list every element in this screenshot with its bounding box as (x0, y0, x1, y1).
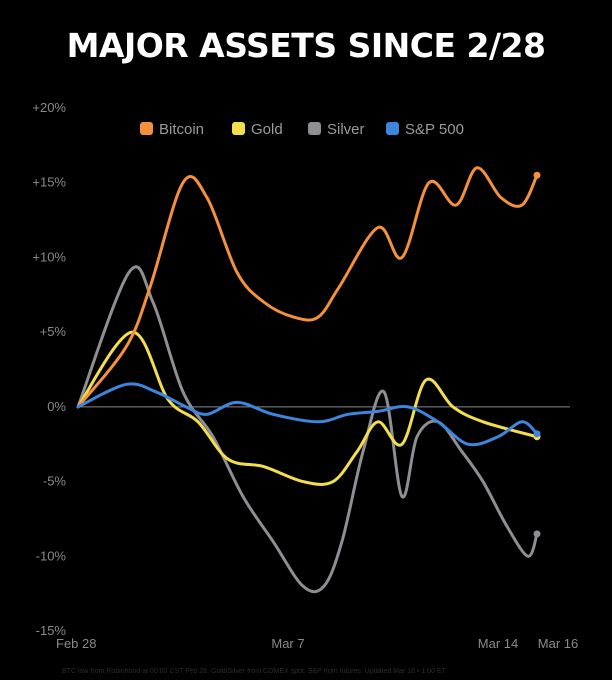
x-axis: Feb 28 Mar 7 Mar 14 Mar 16 (56, 636, 578, 651)
y-tick-label: +15% (32, 175, 66, 190)
legend-label: Gold (251, 121, 283, 138)
series-line-silver (76, 265, 539, 594)
legend-label: Silver (327, 121, 365, 138)
x-tick-label: Mar 7 (271, 636, 304, 651)
x-tick-label: Mar 14 (478, 636, 518, 651)
legend-label: Bitcoin (159, 121, 204, 138)
footnote: BTC low from Robinhood at 00:00 CST Feb … (62, 668, 446, 675)
y-tick-label: 0% (47, 399, 66, 414)
y-axis: +20% +15% +10% +5% 0% -5% -10% -15% (32, 100, 66, 638)
y-tick-label: -5% (43, 474, 67, 489)
legend-swatch (140, 122, 153, 135)
y-tick-label: +5% (40, 324, 67, 339)
x-tick-label: Mar 16 (538, 636, 578, 651)
series-endpoint-s-p-500 (533, 430, 541, 438)
x-tick-label: Feb 28 (56, 636, 96, 651)
series-lines (76, 166, 541, 594)
series-line-bitcoin (76, 166, 539, 409)
series-endpoint-bitcoin (533, 171, 541, 179)
legend-swatch (386, 122, 399, 135)
y-tick-label: -10% (36, 548, 67, 563)
legend-item-s-p-500[interactable]: S&P 500 (386, 121, 464, 138)
legend-label: S&P 500 (405, 121, 464, 138)
chart-title: MAJOR ASSETS SINCE 2/28 (66, 26, 546, 65)
legend-item-silver[interactable]: Silver (308, 121, 365, 138)
legend-swatch (232, 122, 245, 135)
series-endpoint-silver (533, 530, 541, 538)
series-line-s-p-500 (76, 382, 539, 447)
y-tick-label: -15% (36, 623, 67, 638)
legend-item-gold[interactable]: Gold (232, 121, 283, 138)
legend-swatch (308, 122, 321, 135)
legend: Bitcoin Gold Silver S&P 500 (140, 121, 464, 138)
y-tick-label: +20% (32, 100, 66, 115)
series-line-gold (76, 330, 539, 486)
legend-item-bitcoin[interactable]: Bitcoin (140, 121, 204, 138)
y-tick-label: +10% (32, 249, 66, 264)
